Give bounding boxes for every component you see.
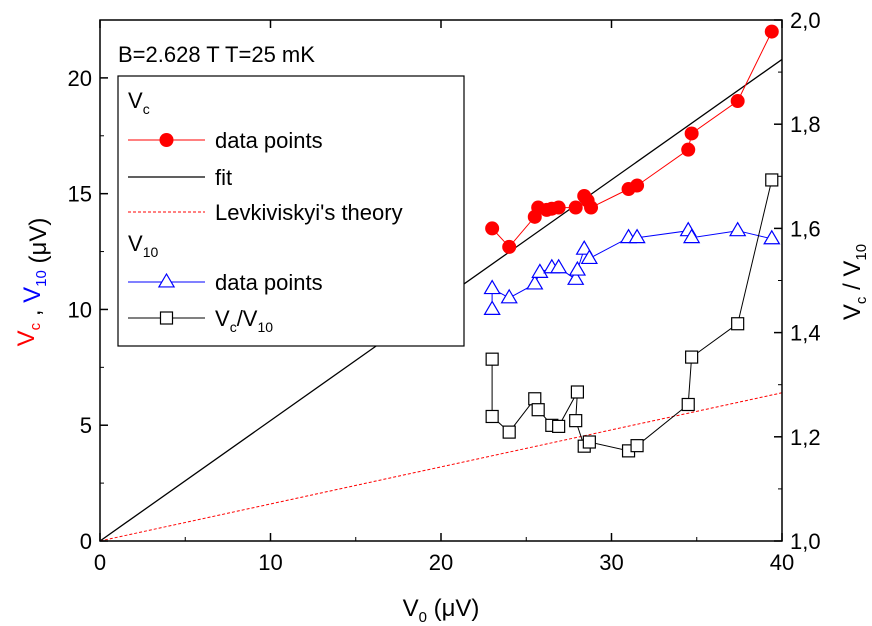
annotation-text: B=2.628 T T=25 mK: [118, 42, 315, 67]
ratio-point: [570, 385, 585, 399]
y-left-tick-label: 5: [80, 413, 92, 438]
vc-point: [764, 24, 779, 39]
y-left-tick-label: 0: [80, 529, 92, 554]
legend-box: [117, 75, 465, 347]
axis-labels: 0 10 20 30 40 0 5 10 15 20 1,0 1,2 1,4 1,6 1,8 2,0 V0 (μ…: [13, 8, 870, 626]
legend-title-vc: Vc: [128, 88, 150, 117]
ratio-point: [531, 403, 545, 417]
vc-point: [568, 200, 583, 215]
v10-point: [526, 274, 544, 290]
legend-label: data points: [215, 128, 323, 153]
ratio-point: [485, 409, 499, 424]
vc-point: [681, 142, 696, 157]
y-right-tick-label: 1,6: [790, 216, 821, 241]
v10-point: [729, 221, 747, 237]
y-right-tick-label: 1,0: [790, 529, 821, 554]
y-right-tick-label: 2,0: [790, 8, 821, 33]
ratio-point: [502, 425, 516, 439]
theory-line: [100, 392, 782, 541]
legend-label: Levkiviskyi's theory: [215, 200, 403, 225]
ratio-point: [552, 419, 566, 433]
ratio-point: [731, 317, 745, 331]
legend-label: data points: [215, 270, 323, 295]
ratio-point: [569, 414, 583, 428]
ratio-point: [685, 350, 699, 364]
x-tick-label: 20: [429, 550, 453, 575]
y-left-tick-label: 10: [68, 297, 92, 322]
legend-label: Vc/V10: [215, 306, 273, 335]
plot-markers: [483, 24, 781, 458]
ratio-point: [582, 435, 596, 449]
v10-point: [483, 279, 501, 295]
vc-point: [584, 200, 599, 215]
v10-point: [580, 249, 598, 265]
ratio-point: [630, 439, 644, 453]
v10-point: [575, 240, 593, 255]
vc-point: [485, 221, 500, 236]
vc-point: [551, 200, 566, 215]
vc-point: [730, 94, 745, 109]
legend-marker-v10: [157, 272, 176, 288]
ratio-point: [765, 173, 779, 187]
y-left-tick-label: 15: [68, 182, 92, 207]
v10-point: [549, 258, 568, 274]
ratio-point: [681, 397, 695, 412]
legend-title-v10: V10: [128, 231, 158, 260]
v10-point: [628, 228, 646, 244]
v10-point: [567, 270, 585, 285]
axis-ticks: [99, 19, 783, 542]
v10-point: [500, 288, 518, 304]
x-tick-label: 0: [94, 550, 106, 575]
x-axis-title: V0 (μV): [403, 595, 480, 626]
y-left-axis-title: Vc , V10 (μV): [13, 218, 52, 347]
y-right-axis-title: Vc / V10: [839, 244, 870, 320]
legend-marker-ratio: [159, 311, 174, 325]
y-right-tick-label: 1,8: [790, 112, 821, 137]
legend: B=2.628 T T=25 mK Vc V10 data points fit Levk…: [117, 42, 465, 347]
legend-label: fit: [215, 165, 232, 190]
v10-point: [531, 263, 549, 278]
y-right-tick-label: 1,2: [790, 425, 821, 450]
v10-point: [568, 260, 587, 276]
legend-marker-vc: [159, 133, 174, 147]
ratio-point: [485, 352, 499, 366]
x-tick-label: 40: [770, 550, 794, 575]
ratio-point: [528, 392, 542, 406]
x-tick-label: 30: [599, 550, 623, 575]
y-right-tick-label: 1,4: [790, 321, 821, 346]
vc-point: [684, 126, 699, 141]
v10-point: [763, 229, 781, 245]
v10-point: [483, 300, 501, 316]
vc-point: [502, 239, 517, 254]
y-left-tick-label: 20: [68, 66, 92, 91]
x-tick-label: 10: [258, 550, 282, 575]
vc-point: [630, 178, 645, 193]
v10-point: [682, 228, 701, 244]
